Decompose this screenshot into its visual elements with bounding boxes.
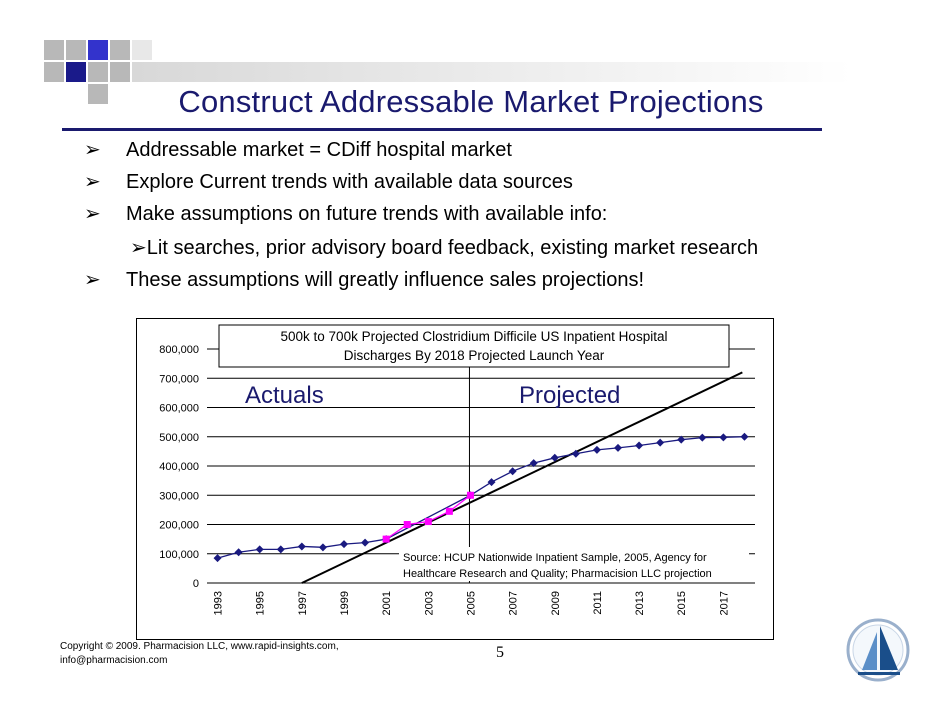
x-tick-label: 2011 xyxy=(592,591,604,615)
decoration-square xyxy=(88,84,108,104)
data-point-diamond xyxy=(614,443,622,452)
bullet-item: ➢Lit searches, prior advisory board feed… xyxy=(130,236,758,260)
data-point-diamond xyxy=(719,433,728,442)
arrow-bullet-icon: ➢ xyxy=(130,237,147,259)
data-point-diamond xyxy=(571,449,580,458)
slide-title: Construct Addressable Market Projections xyxy=(178,84,764,119)
x-tick-label: 1999 xyxy=(339,591,351,615)
data-point-square xyxy=(403,521,411,528)
y-tick-label: 700,000 xyxy=(159,373,199,385)
decoration-square xyxy=(88,62,108,82)
x-tick-label: 1997 xyxy=(297,591,309,615)
data-point-diamond xyxy=(276,545,285,554)
arrow-bullet-icon: ➢ xyxy=(84,139,101,161)
data-point-diamond xyxy=(487,478,496,487)
data-point-diamond xyxy=(234,548,243,557)
x-tick-label: 2001 xyxy=(381,591,393,615)
data-point-diamond xyxy=(340,540,348,549)
data-point-diamond xyxy=(361,538,370,547)
data-point-diamond xyxy=(698,433,707,442)
x-tick-label: 2013 xyxy=(634,591,646,615)
bullet-item: ➢ Explore Current trends with available d… xyxy=(84,170,573,194)
arrow-bullet-icon: ➢ xyxy=(84,269,101,291)
arrow-bullet-icon: ➢ xyxy=(84,171,101,193)
data-point-diamond xyxy=(677,435,686,444)
y-tick-label: 0 xyxy=(193,578,199,590)
decoration-square xyxy=(88,40,108,60)
data-point-diamond xyxy=(529,459,538,468)
copyright-line-1: Copyright © 2009. Pharmacision LLC, www.… xyxy=(60,641,339,652)
chart: 0 100,000 200,000 300,000 400,000 500,000 600,… xyxy=(159,324,755,615)
trendline xyxy=(301,371,743,584)
x-tick-label: 2009 xyxy=(550,591,562,615)
y-tick-label: 100,000 xyxy=(159,549,199,561)
x-tick-label: 2003 xyxy=(423,591,435,615)
data-point-diamond xyxy=(656,438,665,447)
decoration-square xyxy=(132,40,152,60)
chart-title-line-2: Discharges By 2018 Projected Launch Year xyxy=(344,348,605,363)
page-number: 5 xyxy=(496,644,504,661)
decoration-square xyxy=(66,40,86,60)
data-point-square xyxy=(445,507,453,515)
y-tick-label: 200,000 xyxy=(159,520,199,532)
projected-label: Projected xyxy=(519,382,620,409)
y-tick-label: 500,000 xyxy=(159,432,199,444)
y-tick-label: 400,000 xyxy=(159,461,199,473)
y-tick-label: 600,000 xyxy=(159,403,199,415)
decoration-square xyxy=(110,62,130,82)
data-point-square xyxy=(466,491,474,499)
bullet-text: These assumptions will greatly influence… xyxy=(126,269,645,291)
data-point-square xyxy=(382,535,390,543)
bullet-item: ➢ Addressable market = CDiff hospital mar… xyxy=(84,138,512,162)
data-point-diamond xyxy=(550,453,559,462)
source-note-line-1: Source: HCUP Nationwide Inpatient Sample… xyxy=(403,552,707,564)
chart-frame: 0 100,000 200,000 300,000 400,000 500,000 600,… xyxy=(136,318,774,640)
decoration-square xyxy=(44,40,64,60)
chart-title-box xyxy=(218,324,730,368)
bullet-text: Make assumptions on future trends with a… xyxy=(126,203,608,225)
x-tick-label: 1995 xyxy=(255,591,267,615)
data-point-diamond xyxy=(213,554,222,563)
sailboat-logo-icon xyxy=(840,612,916,693)
x-tick-label: 2017 xyxy=(718,591,730,615)
footer-copyright: Copyright © 2009. Pharmacision LLC, www.… xyxy=(60,640,339,668)
source-note-line-2: Healthcare Research and Quality; Pharmac… xyxy=(403,568,712,580)
arrow-bullet-icon: ➢ xyxy=(84,203,101,225)
decoration-square xyxy=(66,62,86,82)
actuals-label: Actuals xyxy=(245,382,324,409)
bullet-text: Addressable market = CDiff hospital mark… xyxy=(126,139,512,161)
title-underline xyxy=(62,128,822,131)
bullet-item: ➢ Make assumptions on future trends with … xyxy=(84,202,607,226)
bullet-text: Lit searches, prior advisory board feedb… xyxy=(146,237,759,259)
x-tick-label: 1993 xyxy=(213,591,225,615)
bullet-text: Explore Current trends with available da… xyxy=(126,171,573,193)
y-tick-label: 800,000 xyxy=(159,344,199,356)
decoration-square xyxy=(110,40,130,60)
header-band xyxy=(132,62,852,82)
data-point-diamond xyxy=(592,445,601,454)
y-tick-label: 300,000 xyxy=(159,490,199,502)
bullet-item: ➢ These assumptions will greatly influenc… xyxy=(84,268,644,292)
copyright-line-2: info@pharmacision.com xyxy=(60,655,168,666)
data-point-diamond xyxy=(297,542,306,551)
data-point-diamond xyxy=(635,441,644,450)
x-tick-label: 2007 xyxy=(508,591,520,615)
x-tick-label: 2015 xyxy=(676,591,688,615)
x-tick-label: 2005 xyxy=(465,591,477,615)
data-point-diamond xyxy=(740,432,749,441)
chart-title-line-1: 500k to 700k Projected Clostridium Diffi… xyxy=(281,329,668,344)
data-point-diamond xyxy=(508,467,517,476)
data-point-diamond xyxy=(255,545,264,554)
data-point-diamond xyxy=(318,543,327,552)
source-note-background xyxy=(399,547,749,581)
decoration-square xyxy=(44,62,64,82)
data-point-square xyxy=(424,518,432,526)
